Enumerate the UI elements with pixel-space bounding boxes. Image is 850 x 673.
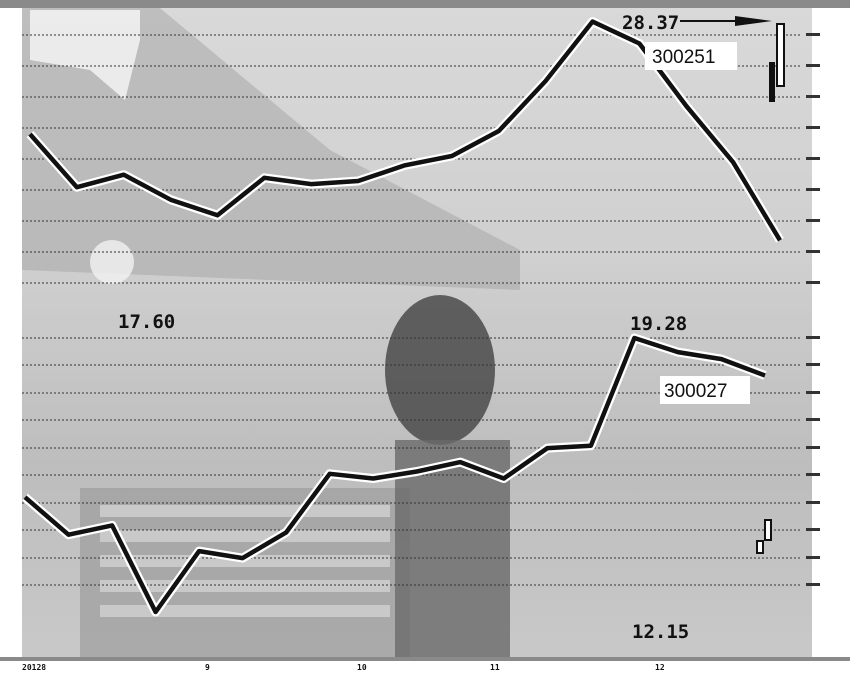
photo-decor <box>22 8 520 660</box>
high-arrow-head <box>735 16 772 26</box>
person-head <box>385 295 495 445</box>
top-code-label-bg <box>645 42 737 70</box>
y-tick-mark <box>806 250 820 253</box>
y-tick-labels <box>806 33 820 586</box>
top-candlesticks <box>769 23 785 102</box>
candle-bar <box>776 23 785 87</box>
y-tick-mark <box>806 473 820 476</box>
bottom-high-label: 17.60 <box>118 311 175 333</box>
top-high-label: 28.37 <box>622 12 679 34</box>
y-tick-mark <box>806 281 820 284</box>
y-tick-mark <box>806 336 820 339</box>
dotted-gridlines <box>22 34 800 586</box>
y-tick-mark <box>806 391 820 394</box>
y-tick-mark <box>806 556 820 559</box>
x-tick-label: 9 <box>205 663 210 672</box>
top-code-label: 300251 <box>652 47 715 68</box>
candle-bar <box>769 62 775 102</box>
y-tick-mark <box>806 126 820 129</box>
x-tick-label: 12 <box>655 663 665 672</box>
bottom-candlesticks <box>756 519 772 554</box>
bottom-low-label: 12.15 <box>632 621 689 643</box>
y-tick-mark <box>806 95 820 98</box>
y-tick-mark <box>806 64 820 67</box>
bottom-chart-300027: 17.60 300027 12.15 <box>22 311 772 643</box>
bottom-code-label: 300027 <box>664 381 727 402</box>
y-tick-mark <box>806 157 820 160</box>
board-row <box>100 530 390 542</box>
bottom-series-line <box>23 335 766 615</box>
x-tick-label: 20128 <box>22 663 46 672</box>
bottom-frame-bar <box>0 657 850 661</box>
y-tick-mark <box>806 583 820 586</box>
y-tick-mark <box>806 501 820 504</box>
top-frame-bar <box>0 0 850 8</box>
x-tick-labels: 20128 9 10 11 12 <box>22 663 665 672</box>
y-tick-mark <box>806 446 820 449</box>
ceiling-light <box>90 240 134 284</box>
x-tick-label: 11 <box>490 663 500 672</box>
top-chart-300251: 28.37 300251 19.28 <box>26 12 785 335</box>
board-row <box>100 505 390 517</box>
x-tick-label: 10 <box>357 663 367 672</box>
board-row <box>100 605 390 617</box>
y-tick-mark <box>806 219 820 222</box>
y-tick-mark <box>806 363 820 366</box>
y-tick-mark <box>806 418 820 421</box>
bottom-code-label-bg <box>660 376 750 404</box>
candle-bar <box>756 540 764 554</box>
screen-glare-shape <box>30 10 140 100</box>
y-tick-mark <box>806 33 820 36</box>
candle-bar <box>764 519 772 541</box>
y-tick-mark <box>806 188 820 191</box>
y-tick-mark <box>806 528 820 531</box>
top-low-label: 19.28 <box>630 313 687 335</box>
ceiling-shape <box>22 8 520 290</box>
